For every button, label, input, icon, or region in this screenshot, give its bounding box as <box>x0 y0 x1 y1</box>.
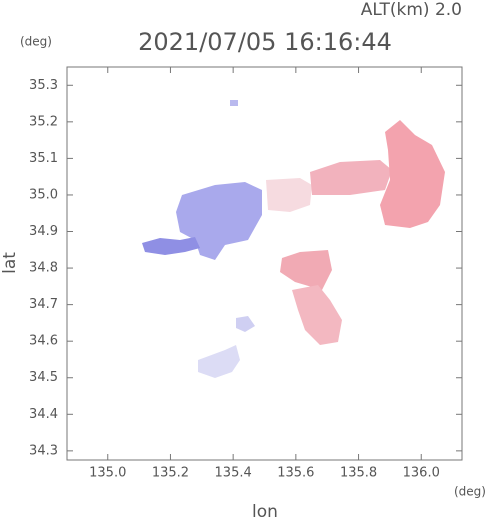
y-tick-label: 34.7 <box>29 297 58 312</box>
echo-region <box>292 285 342 345</box>
x-tick-label: 135.2 <box>152 466 189 481</box>
x-tick-label: 135.6 <box>277 466 314 481</box>
y-tick-label: 34.5 <box>29 370 58 385</box>
y-tick-label: 35.3 <box>29 78 58 93</box>
x-label: lon <box>252 502 278 521</box>
echo-region <box>280 250 332 290</box>
y-unit: (deg) <box>20 35 52 49</box>
x-tick-label: 136.0 <box>403 466 440 481</box>
echo-region <box>236 316 255 332</box>
y-tick-label: 34.6 <box>29 334 58 349</box>
x-tick-label: 135.8 <box>340 466 377 481</box>
echo-regions <box>142 100 445 378</box>
echo-region <box>310 160 392 195</box>
x-tick-label: 135.0 <box>89 466 126 481</box>
chart-title: 2021/07/05 16:16:44 <box>138 28 392 56</box>
echo-region <box>198 345 240 378</box>
y-tick-label: 34.4 <box>29 407 58 422</box>
x-tick-label: 135.4 <box>215 466 252 481</box>
plot-frame <box>66 66 463 461</box>
y-tick-label: 34.8 <box>29 261 58 276</box>
echo-region <box>266 178 312 212</box>
echo-region <box>380 120 445 228</box>
y-tick-label: 35.0 <box>29 187 58 202</box>
y-tick-label: 34.9 <box>29 224 58 239</box>
subtitle: ALT(km) 2.0 <box>361 0 462 20</box>
y-label: lat <box>0 252 20 274</box>
y-tick-label: 35.2 <box>29 114 58 129</box>
y-tick-label: 34.3 <box>29 443 58 458</box>
echo-region <box>230 100 238 106</box>
y-tick-label: 35.1 <box>29 151 58 166</box>
echo-region <box>142 237 200 255</box>
x-unit: (deg) <box>454 485 486 499</box>
echo-region <box>176 182 262 260</box>
